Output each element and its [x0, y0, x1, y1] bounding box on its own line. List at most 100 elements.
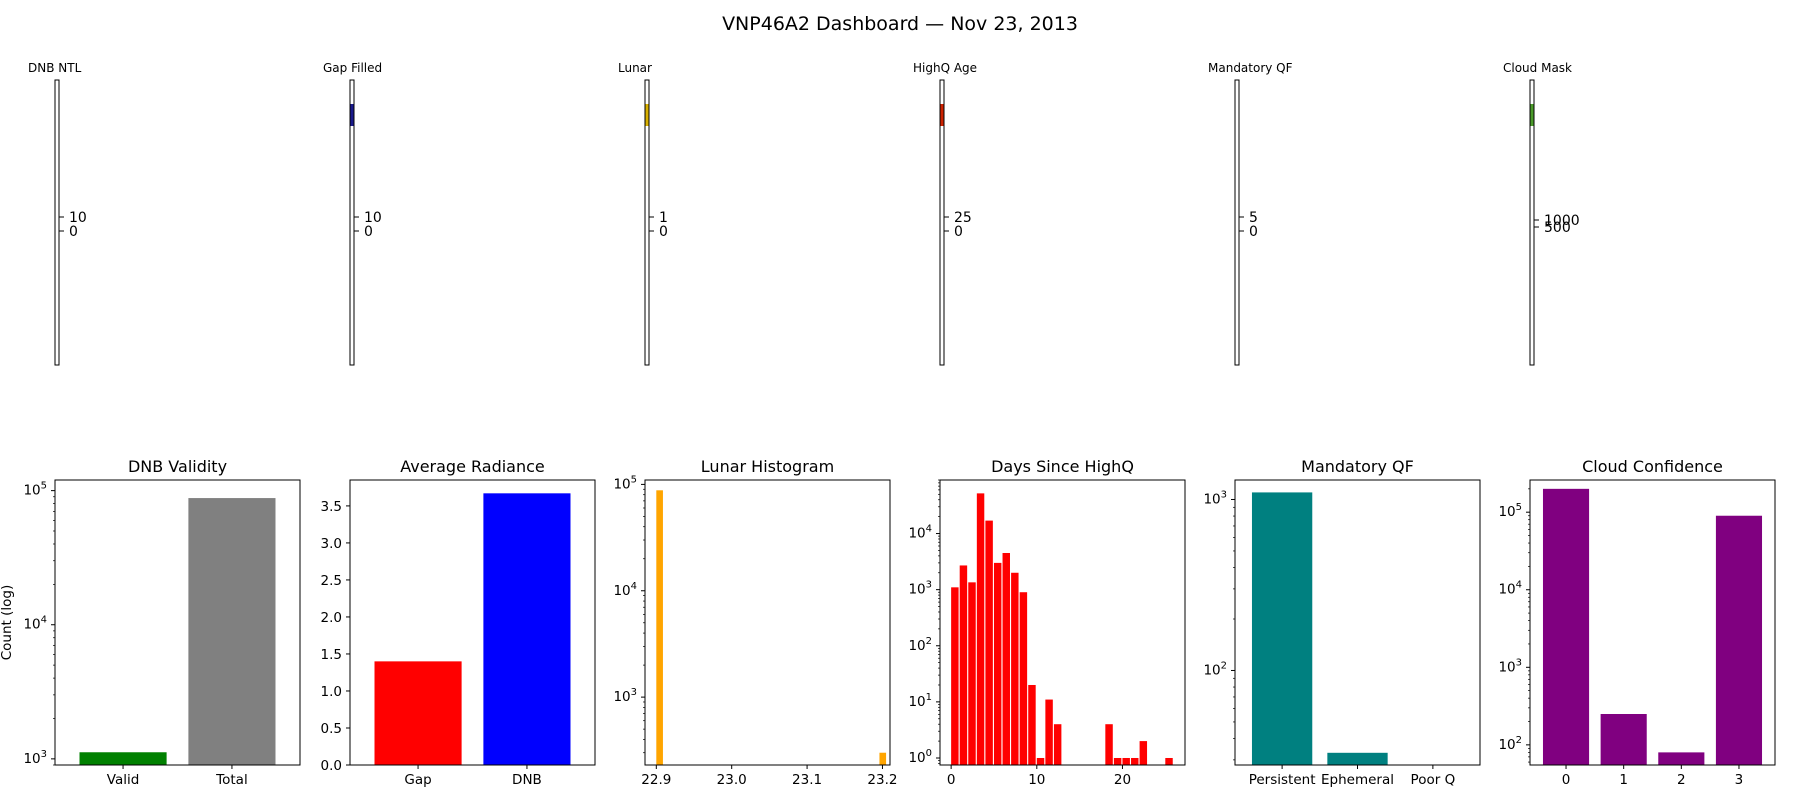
colorbar-label: Lunar: [618, 61, 652, 75]
chart-title: Cloud Confidence: [1582, 457, 1723, 476]
y-tick-exponent: 3: [631, 687, 637, 698]
colorbar-tick-label: 1: [659, 210, 668, 226]
hist-bar: [951, 587, 959, 765]
hist-bar: [1002, 553, 1010, 765]
y-tick-label: 105: [23, 481, 47, 499]
plot-frame: [349, 479, 596, 766]
x-tick-label: 0: [947, 772, 956, 788]
y-tick-exponent: 4: [926, 524, 932, 535]
hist-bar: [1165, 757, 1173, 765]
y-tick-exponent: 5: [1516, 502, 1522, 513]
bar-2: [1658, 752, 1705, 765]
colorbar-tick-label: 10: [69, 210, 87, 226]
y-tick-exponent: 3: [1221, 489, 1227, 500]
chart-4: Mandatory QF Persistent Ephemeral Poor Q 102…: [1203, 457, 1481, 788]
y-tick-label: 104: [1498, 580, 1522, 598]
x-tick-label: 20: [1114, 772, 1131, 788]
y-tick-exponent: 4: [631, 581, 637, 592]
bar-ephemeral: [1327, 752, 1388, 765]
colorbar-tick-label: 0: [1249, 224, 1258, 240]
chart-title: Lunar Histogram: [701, 457, 834, 476]
x-tick-label: 3: [1735, 772, 1744, 788]
x-tick-label: 23.2: [867, 772, 897, 788]
colorbar-tick-label: 1000: [1544, 213, 1580, 229]
y-tick-label: 105: [613, 474, 637, 492]
x-tick-label: Gap: [404, 772, 431, 788]
y-tick-exponent: 3: [926, 580, 932, 591]
bar-series: [951, 493, 1173, 765]
colorbar-fill: [940, 104, 944, 126]
x-tick-label: 22.9: [641, 772, 671, 788]
y-axis-label: Count (log): [0, 585, 15, 661]
y-tick-exponent: 4: [1516, 580, 1522, 591]
chart-title: DNB Validity: [128, 457, 227, 476]
y-tick-exponent: 2: [1221, 660, 1227, 671]
chart-0: DNB Validity Valid Total 103 104 105 Count (lo…: [0, 457, 301, 788]
bar-series: [374, 493, 571, 765]
colorbar-tick-label: 5: [1249, 210, 1258, 226]
x-tick-label: 23.0: [717, 772, 747, 788]
y-tick-label: 3.5: [321, 499, 342, 515]
plot-frame: [644, 479, 891, 766]
hist-bar: [879, 752, 887, 765]
y-tick-exponent: 4: [41, 615, 47, 626]
hist-bar: [1105, 724, 1113, 765]
colorbar-tick-label: 0: [69, 224, 78, 240]
chart-title: Days Since HighQ: [991, 457, 1134, 476]
colorbar-fill: [645, 104, 649, 126]
y-tick-label: 104: [908, 524, 932, 542]
y-tick-label: 103: [908, 580, 932, 598]
colorbar-tick-label: 0: [954, 224, 963, 240]
colorbar-fill: [1530, 104, 1534, 126]
bar-valid: [79, 752, 167, 765]
hist-bar: [1028, 684, 1036, 765]
colorbar-3: HighQ Age 250: [913, 61, 977, 366]
y-tick-exponent: 0: [926, 748, 932, 759]
y-tick-label: 103: [1498, 657, 1522, 675]
chart-5: Cloud Confidence 0 1 2 3 102 103 104 105: [1498, 457, 1776, 788]
y-tick-label: 103: [613, 687, 637, 705]
y-tick-label: 2.0: [321, 610, 342, 626]
y-tick-label: 102: [1498, 735, 1522, 753]
hist-bar: [1045, 699, 1053, 765]
hist-bar: [993, 562, 1002, 765]
hist-bar: [1113, 757, 1122, 765]
colorbar-label: DNB NTL: [28, 61, 82, 75]
bar-series: [656, 490, 887, 765]
y-tick-label: 104: [613, 581, 637, 599]
x-tick-label: Total: [215, 772, 248, 788]
y-tick-label: 103: [1203, 489, 1227, 507]
y-tick-label: 1.0: [321, 684, 342, 700]
bar-series: [1542, 488, 1763, 765]
hist-bar: [1019, 592, 1028, 765]
bar-persistent: [1251, 492, 1313, 765]
colorbar-label: Mandatory QF: [1208, 61, 1293, 75]
colorbar-frame: [54, 79, 60, 366]
colorbar-tick-label: 0: [659, 224, 668, 240]
y-tick-exponent: 1: [926, 692, 932, 703]
plot-frame: [1529, 479, 1776, 766]
y-tick-exponent: 3: [1516, 657, 1522, 668]
x-tick-label: Ephemeral: [1321, 772, 1394, 788]
x-tick-label: 1: [1619, 772, 1628, 788]
x-tick-label: 2: [1677, 772, 1686, 788]
plot-frame: [1234, 479, 1481, 766]
plot-frame: [54, 479, 301, 766]
hist-bar: [959, 565, 968, 765]
x-tick-label: Poor Q: [1411, 772, 1456, 788]
hist-bar: [656, 490, 663, 765]
y-tick-exponent: 2: [1516, 735, 1522, 746]
colorbar-frame: [1234, 79, 1240, 366]
colorbar-tick-label: 500: [1544, 220, 1571, 236]
hist-bar: [1011, 572, 1019, 765]
y-tick-label: 2.5: [321, 573, 342, 589]
hist-bar: [1053, 724, 1062, 765]
hist-bar: [1139, 741, 1148, 765]
hist-bar: [1122, 757, 1130, 765]
chart-1: Average Radiance Gap DNB 0.0 0.5 1.0 1.5 2.0 2.5…: [321, 457, 596, 788]
x-tick-label: Persistent: [1249, 772, 1316, 788]
colorbar-frame: [1529, 79, 1535, 366]
